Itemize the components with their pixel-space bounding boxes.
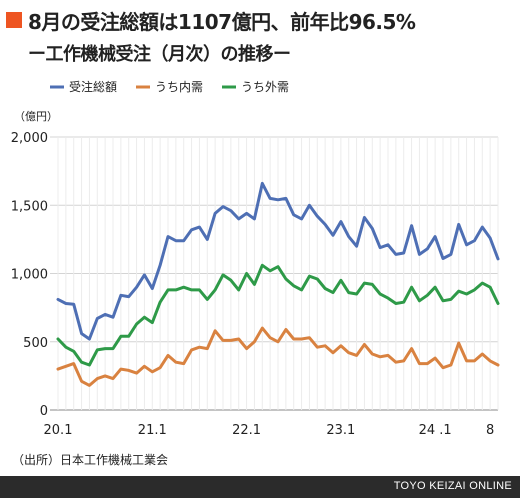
- source-note: （出所）日本工作機械工業会: [12, 453, 169, 467]
- y-tick-label: 1,500: [11, 199, 48, 214]
- x-tick-label: 22.1: [232, 423, 261, 438]
- title-accent-square: [6, 12, 22, 28]
- line-chart: 受注総額 うち内需 うち外需 （億円） 0 500 1,000 1,500 2,000 20…: [11, 79, 500, 438]
- y-tick-label: 500: [23, 336, 48, 351]
- y-axis-ticks: 0 500 1,000 1,500 2,000: [11, 131, 48, 419]
- y-axis-unit-label: （億円）: [14, 110, 58, 123]
- x-tick-label: 23.1: [326, 423, 355, 438]
- legend-label: うち外需: [241, 80, 289, 94]
- page-title: 8月の受注総額は1107億円、前年比96.5%: [28, 10, 416, 34]
- title-block: 8月の受注総額は1107億円、前年比96.5% ー工作機械受注（月次）の推移ー: [0, 0, 520, 74]
- y-tick-label: 2,000: [11, 131, 48, 146]
- series-line-2: [56, 326, 500, 387]
- x-axis-ticks: 20.1 21.1 22.1 23.1 24 .1 8: [44, 423, 495, 438]
- chart-gridlines: [50, 136, 499, 411]
- chart-series: [56, 181, 500, 387]
- chart-legend: 受注総額 うち内需 うち外需: [50, 79, 289, 94]
- x-tick-label: 8: [486, 423, 494, 438]
- x-tick-label: 20.1: [44, 423, 73, 438]
- footer-brand: TOYO KEIZAI ONLINE: [393, 480, 512, 492]
- legend-label: 受注総額: [69, 79, 117, 94]
- series-line-3: [56, 263, 500, 367]
- y-tick-label: 0: [40, 404, 48, 419]
- x-tick-label: 24 .1: [419, 423, 452, 438]
- legend-label: うち内需: [155, 80, 203, 94]
- footer-bar: TOYO KEIZAI ONLINE: [0, 476, 520, 498]
- series-line-1: [56, 181, 500, 341]
- page-subtitle: ー工作機械受注（月次）の推移ー: [28, 44, 291, 65]
- x-tick-label: 21.1: [138, 423, 167, 438]
- y-tick-label: 1,000: [11, 268, 48, 283]
